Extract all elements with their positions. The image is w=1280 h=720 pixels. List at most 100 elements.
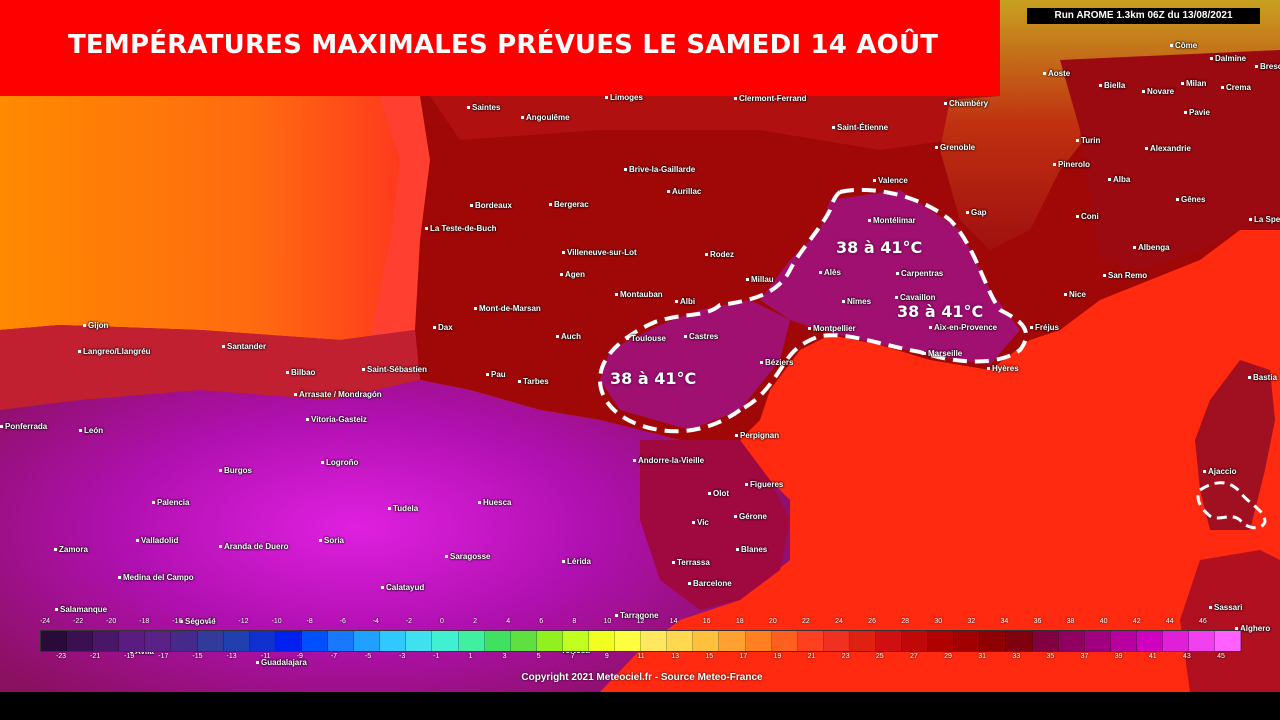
city-label: Aoste xyxy=(1043,69,1070,78)
city-label: Côme xyxy=(1170,41,1197,50)
legend-swatch xyxy=(1110,631,1137,651)
legend-swatch xyxy=(301,631,329,651)
legend-tick-lower: -11 xyxy=(260,653,271,660)
city-label: Limoges xyxy=(605,93,643,102)
legend-tick-lower: 17 xyxy=(739,653,748,660)
legend-tick-upper: 24 xyxy=(835,618,843,625)
legend-swatch xyxy=(223,631,250,651)
city-label: Milan xyxy=(1181,79,1206,88)
legend-tick-upper: 46 xyxy=(1199,618,1207,625)
city-label: Toulouse xyxy=(626,334,666,343)
city-label: Tudela xyxy=(388,504,418,513)
legend-tick-upper: 34 xyxy=(1000,618,1009,625)
city-label: León xyxy=(79,426,103,435)
city-label: Bordeaux xyxy=(470,201,512,210)
city-label: Carpentras xyxy=(896,269,943,278)
heat-area-toulouse xyxy=(600,300,790,430)
zone-label-provence-south: 38 à 41°C xyxy=(897,302,984,321)
legend-tick-upper: -20 xyxy=(106,618,117,625)
city-label: Valence xyxy=(873,176,908,185)
legend-tick-upper: 42 xyxy=(1132,618,1141,625)
legend-swatch xyxy=(849,631,876,651)
legend-tick-upper: 40 xyxy=(1099,618,1108,625)
city-label: Agen xyxy=(560,270,585,279)
city-label: Brescia xyxy=(1255,62,1280,71)
legend-tick-lower: 5 xyxy=(536,653,541,660)
city-label: Béziers xyxy=(760,358,793,367)
legend-swatch xyxy=(328,631,355,651)
city-label: La Teste-de-Buch xyxy=(425,224,497,233)
legend-tick-upper: -24 xyxy=(39,618,51,625)
city-label: Langreo/Llangréu xyxy=(78,347,151,356)
city-label: Bastia xyxy=(1248,373,1277,382)
legend-swatch xyxy=(615,631,642,651)
heat-area-provence xyxy=(760,190,1020,365)
legend-swatch xyxy=(980,631,1007,651)
legend-swatch xyxy=(536,631,563,651)
city-label: Bilbao xyxy=(286,368,315,377)
city-label: Saint-Étienne xyxy=(832,123,888,132)
city-label: Ajaccio xyxy=(1203,467,1236,476)
legend-swatch xyxy=(641,631,668,651)
city-label: Dalmine xyxy=(1210,54,1246,63)
city-label: Tarragone xyxy=(615,611,659,620)
legend-tick-lower: -7 xyxy=(330,653,338,660)
city-label: Barcelone xyxy=(688,579,732,588)
city-label: Valladolid xyxy=(136,536,178,545)
city-label: Hyères xyxy=(987,364,1019,373)
legend-tick-upper: 14 xyxy=(669,618,678,625)
city-label: Villeneuve-sur-Lot xyxy=(562,248,637,257)
city-label: Figueres xyxy=(745,480,783,489)
city-label: Saint-Sébastien xyxy=(362,365,427,374)
legend-tick-lower: -19 xyxy=(124,653,135,660)
city-label: Santander xyxy=(222,342,266,351)
city-label: Perpignan xyxy=(735,431,779,440)
legend-swatch xyxy=(249,631,276,651)
city-label: Novare xyxy=(1142,87,1174,96)
legend-tick-lower: -21 xyxy=(90,653,101,660)
city-label: Huesca xyxy=(478,498,511,507)
legend-tick-upper: -22 xyxy=(73,618,84,625)
atlantic-coastal-band xyxy=(370,96,430,340)
legend-tick-upper: 22 xyxy=(802,618,810,625)
city-label: Marseille xyxy=(923,349,962,358)
zone-label-toulouse: 38 à 41°C xyxy=(610,369,697,388)
legend-swatch xyxy=(876,631,903,651)
legend-swatch xyxy=(1189,631,1216,651)
legend-tick-lower: 27 xyxy=(910,653,918,660)
legend-tick-lower: -13 xyxy=(226,653,237,660)
city-label: Grenoble xyxy=(935,143,975,152)
map-title: TEMPÉRATURES MAXIMALES PRÉVUES LE SAMEDI… xyxy=(68,30,939,60)
city-label: Angoulême xyxy=(521,113,570,122)
legend-tick-lower: 15 xyxy=(705,653,714,660)
city-label: Alba xyxy=(1108,175,1130,184)
legend-tick-lower: -23 xyxy=(55,653,67,660)
legend-tick-lower: 41 xyxy=(1148,653,1157,660)
legend-tick-lower: 43 xyxy=(1182,653,1191,660)
city-label: Aix-en-Provence xyxy=(929,323,997,332)
city-label: Castres xyxy=(684,332,718,341)
legend-swatch xyxy=(1084,631,1111,651)
city-label: Montélimar xyxy=(868,216,916,225)
legend-swatch xyxy=(928,631,955,651)
legend-tick-lower: -5 xyxy=(364,653,372,660)
legend-swatch xyxy=(432,631,459,651)
legend-swatch xyxy=(902,631,929,651)
legend-tick-lower: 31 xyxy=(978,653,987,660)
city-label: Cavaillon xyxy=(895,293,936,302)
city-label: Pinerolo xyxy=(1053,160,1090,169)
legend-tick-upper: -10 xyxy=(271,618,282,625)
city-label: Medina del Campo xyxy=(118,573,194,582)
city-label: Ponferrada xyxy=(0,422,47,431)
legend-swatch xyxy=(67,631,94,651)
legend-tick-lower: 37 xyxy=(1080,653,1089,660)
legend-tick-upper: 10 xyxy=(603,618,612,625)
legend-tick-upper: 44 xyxy=(1165,618,1174,625)
city-label: Alès xyxy=(819,268,841,277)
legend-swatch xyxy=(1215,631,1242,651)
city-label: Soria xyxy=(319,536,344,545)
city-label: Aurillac xyxy=(667,187,701,196)
legend-tick-lower: 21 xyxy=(807,653,816,660)
legend-swatch xyxy=(354,631,381,651)
title-banner xyxy=(0,0,1000,96)
